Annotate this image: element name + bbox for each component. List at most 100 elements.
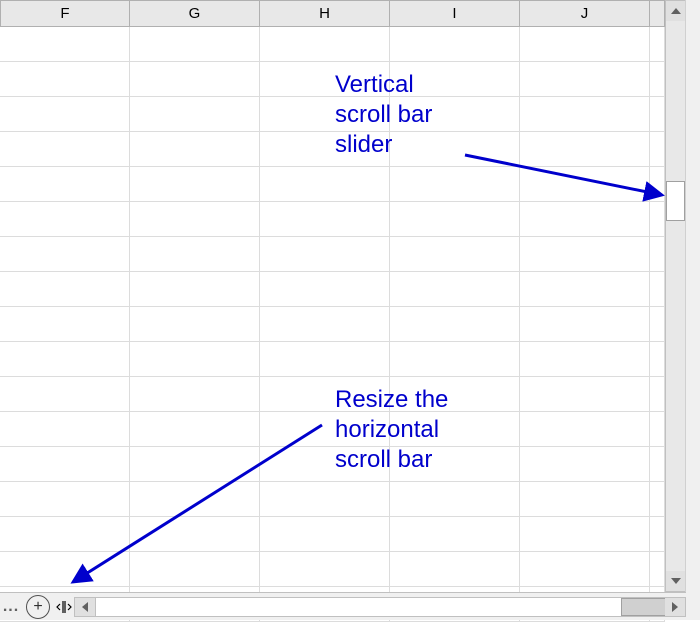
cell[interactable] xyxy=(0,552,130,587)
cell[interactable] xyxy=(130,482,260,517)
cell[interactable] xyxy=(260,307,390,342)
cell[interactable] xyxy=(0,482,130,517)
cell[interactable] xyxy=(650,447,665,482)
cell[interactable] xyxy=(650,62,665,97)
cell[interactable] xyxy=(260,167,390,202)
cell[interactable] xyxy=(650,27,665,62)
cell[interactable] xyxy=(260,27,390,62)
cell[interactable] xyxy=(520,97,650,132)
cell[interactable] xyxy=(650,342,665,377)
cell[interactable] xyxy=(390,447,520,482)
cell[interactable] xyxy=(130,202,260,237)
cell[interactable] xyxy=(650,132,665,167)
horizontal-scrollbar[interactable] xyxy=(74,597,686,617)
horizontal-scroll-track[interactable] xyxy=(95,598,665,616)
cell[interactable] xyxy=(390,97,520,132)
cell[interactable] xyxy=(390,272,520,307)
cell[interactable] xyxy=(650,377,665,412)
cell[interactable] xyxy=(390,342,520,377)
cell[interactable] xyxy=(0,132,130,167)
cell[interactable] xyxy=(260,552,390,587)
cell[interactable] xyxy=(260,272,390,307)
scroll-right-button[interactable] xyxy=(665,598,685,616)
cell[interactable] xyxy=(650,237,665,272)
cell[interactable] xyxy=(130,517,260,552)
cell[interactable] xyxy=(260,132,390,167)
add-sheet-button[interactable]: + xyxy=(26,595,50,619)
cell[interactable] xyxy=(520,482,650,517)
column-header-next[interactable] xyxy=(650,0,665,27)
column-header-F[interactable]: F xyxy=(0,0,130,27)
cell[interactable] xyxy=(520,517,650,552)
cell[interactable] xyxy=(390,482,520,517)
scroll-up-button[interactable] xyxy=(666,1,685,21)
cell[interactable] xyxy=(390,132,520,167)
cell[interactable] xyxy=(260,447,390,482)
cell[interactable] xyxy=(650,552,665,587)
cell[interactable] xyxy=(260,342,390,377)
cell[interactable] xyxy=(260,377,390,412)
cell[interactable] xyxy=(260,412,390,447)
cell[interactable] xyxy=(130,167,260,202)
cell[interactable] xyxy=(260,482,390,517)
vertical-scrollbar[interactable] xyxy=(665,0,686,592)
scroll-down-button[interactable] xyxy=(666,571,685,591)
cell[interactable] xyxy=(130,62,260,97)
cell[interactable] xyxy=(520,237,650,272)
horizontal-scroll-thumb[interactable] xyxy=(621,598,671,616)
cell[interactable] xyxy=(390,307,520,342)
cell[interactable] xyxy=(390,517,520,552)
cell[interactable] xyxy=(650,307,665,342)
cell[interactable] xyxy=(390,27,520,62)
cell[interactable] xyxy=(390,552,520,587)
cell[interactable] xyxy=(130,237,260,272)
cell[interactable] xyxy=(0,412,130,447)
cell[interactable] xyxy=(520,27,650,62)
column-header-J[interactable]: J xyxy=(520,0,650,27)
cell[interactable] xyxy=(130,97,260,132)
cell[interactable] xyxy=(650,167,665,202)
vertical-scroll-track[interactable] xyxy=(666,21,685,571)
cell[interactable] xyxy=(260,237,390,272)
hscroll-resize-handle[interactable] xyxy=(54,593,74,620)
cell[interactable] xyxy=(0,167,130,202)
cell[interactable] xyxy=(0,27,130,62)
cell[interactable] xyxy=(520,447,650,482)
cell[interactable] xyxy=(130,447,260,482)
cell[interactable] xyxy=(260,202,390,237)
cell[interactable] xyxy=(520,62,650,97)
cell[interactable] xyxy=(130,132,260,167)
cell[interactable] xyxy=(130,307,260,342)
cell[interactable] xyxy=(0,447,130,482)
cell[interactable] xyxy=(0,62,130,97)
cell[interactable] xyxy=(520,552,650,587)
cell[interactable] xyxy=(520,377,650,412)
cell[interactable] xyxy=(390,167,520,202)
cell[interactable] xyxy=(650,412,665,447)
cell[interactable] xyxy=(0,97,130,132)
cell[interactable] xyxy=(130,342,260,377)
cell[interactable] xyxy=(520,412,650,447)
sheet-tabs-more-button[interactable]: ... xyxy=(0,593,22,620)
cell[interactable] xyxy=(520,307,650,342)
cell[interactable] xyxy=(650,272,665,307)
cell[interactable] xyxy=(390,377,520,412)
cell[interactable] xyxy=(260,97,390,132)
cell[interactable] xyxy=(520,202,650,237)
cell[interactable] xyxy=(0,237,130,272)
column-header-I[interactable]: I xyxy=(390,0,520,27)
cell[interactable] xyxy=(260,62,390,97)
cell[interactable] xyxy=(130,27,260,62)
vertical-scroll-thumb[interactable] xyxy=(666,181,685,221)
cell[interactable] xyxy=(650,482,665,517)
cell[interactable] xyxy=(650,202,665,237)
cell-grid[interactable] xyxy=(0,27,665,592)
cell[interactable] xyxy=(130,552,260,587)
cell[interactable] xyxy=(130,377,260,412)
cell[interactable] xyxy=(650,517,665,552)
cell[interactable] xyxy=(130,272,260,307)
cell[interactable] xyxy=(0,307,130,342)
cell[interactable] xyxy=(0,517,130,552)
cell[interactable] xyxy=(390,62,520,97)
cell[interactable] xyxy=(0,202,130,237)
